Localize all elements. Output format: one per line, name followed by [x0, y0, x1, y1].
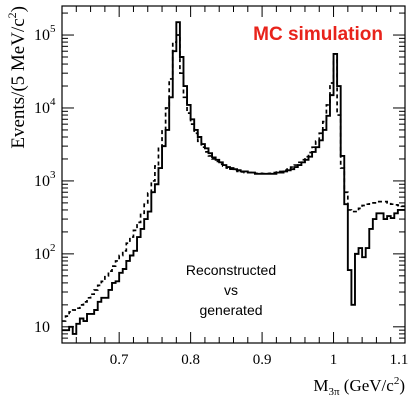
y-tick-label: 103: [34, 169, 56, 190]
y-tick-label-exponent: 3: [50, 169, 56, 181]
y-tick-label-exponent: 2: [50, 242, 56, 254]
y-tick-label: 105: [34, 23, 56, 44]
y-tick-label: 104: [34, 96, 56, 117]
x-tick-label: 1: [330, 352, 338, 368]
annotation-line-3: generated: [199, 302, 262, 318]
y-axis-label: Events/(5 MeV/c2): [5, 6, 29, 149]
y-axis-label-end: ): [8, 6, 29, 12]
annotation-line-2: vs: [224, 282, 238, 298]
series-dashed-line: [62, 34, 405, 322]
annotation-title: MC simulation: [253, 24, 383, 45]
y-tick-label-exponent: 5: [50, 23, 56, 35]
x-axis-label-end: ): [399, 376, 405, 395]
y-tick-label-mantissa: 10: [34, 319, 50, 336]
x-tick-label: 1.1: [390, 352, 409, 368]
x-axis-label-sup: 2: [394, 375, 400, 387]
y-tick-label: 102: [34, 242, 56, 263]
y-tick-label: 10: [34, 319, 50, 336]
x-axis-label-main: M: [313, 376, 328, 395]
x-tick-label: 0.7: [110, 352, 129, 368]
y-axis-label-main: Events/(5 MeV/c: [8, 18, 29, 148]
y-tick-label-mantissa: 10: [34, 27, 50, 44]
y-tick-label-exponent: 4: [50, 96, 56, 108]
y-tick-label-mantissa: 10: [34, 173, 50, 190]
y-tick-label-mantissa: 10: [34, 100, 50, 117]
x-tick-label: 0.9: [253, 352, 272, 368]
annotation-line-1: Reconstructed: [186, 262, 276, 278]
x-tick-label: 0.8: [181, 352, 200, 368]
y-tick-label-mantissa: 10: [34, 246, 50, 263]
x-axis-label-rest: (GeV/c: [340, 376, 395, 395]
x-axis-label: M3π (GeV/c2): [313, 375, 405, 398]
y-axis-label-sup: 2: [5, 12, 19, 18]
series-layer: [62, 21, 405, 335]
x-axis-label-sub: 3π: [328, 386, 340, 398]
